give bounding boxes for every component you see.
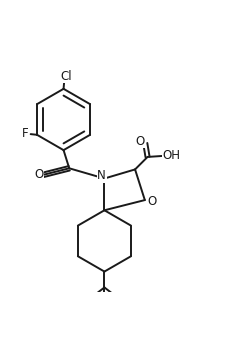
Text: Cl: Cl <box>60 70 72 83</box>
Text: O: O <box>136 135 145 147</box>
Text: N: N <box>97 169 106 182</box>
Text: O: O <box>147 195 156 208</box>
Text: O: O <box>34 169 43 181</box>
Text: F: F <box>22 127 29 140</box>
Text: OH: OH <box>162 149 180 162</box>
